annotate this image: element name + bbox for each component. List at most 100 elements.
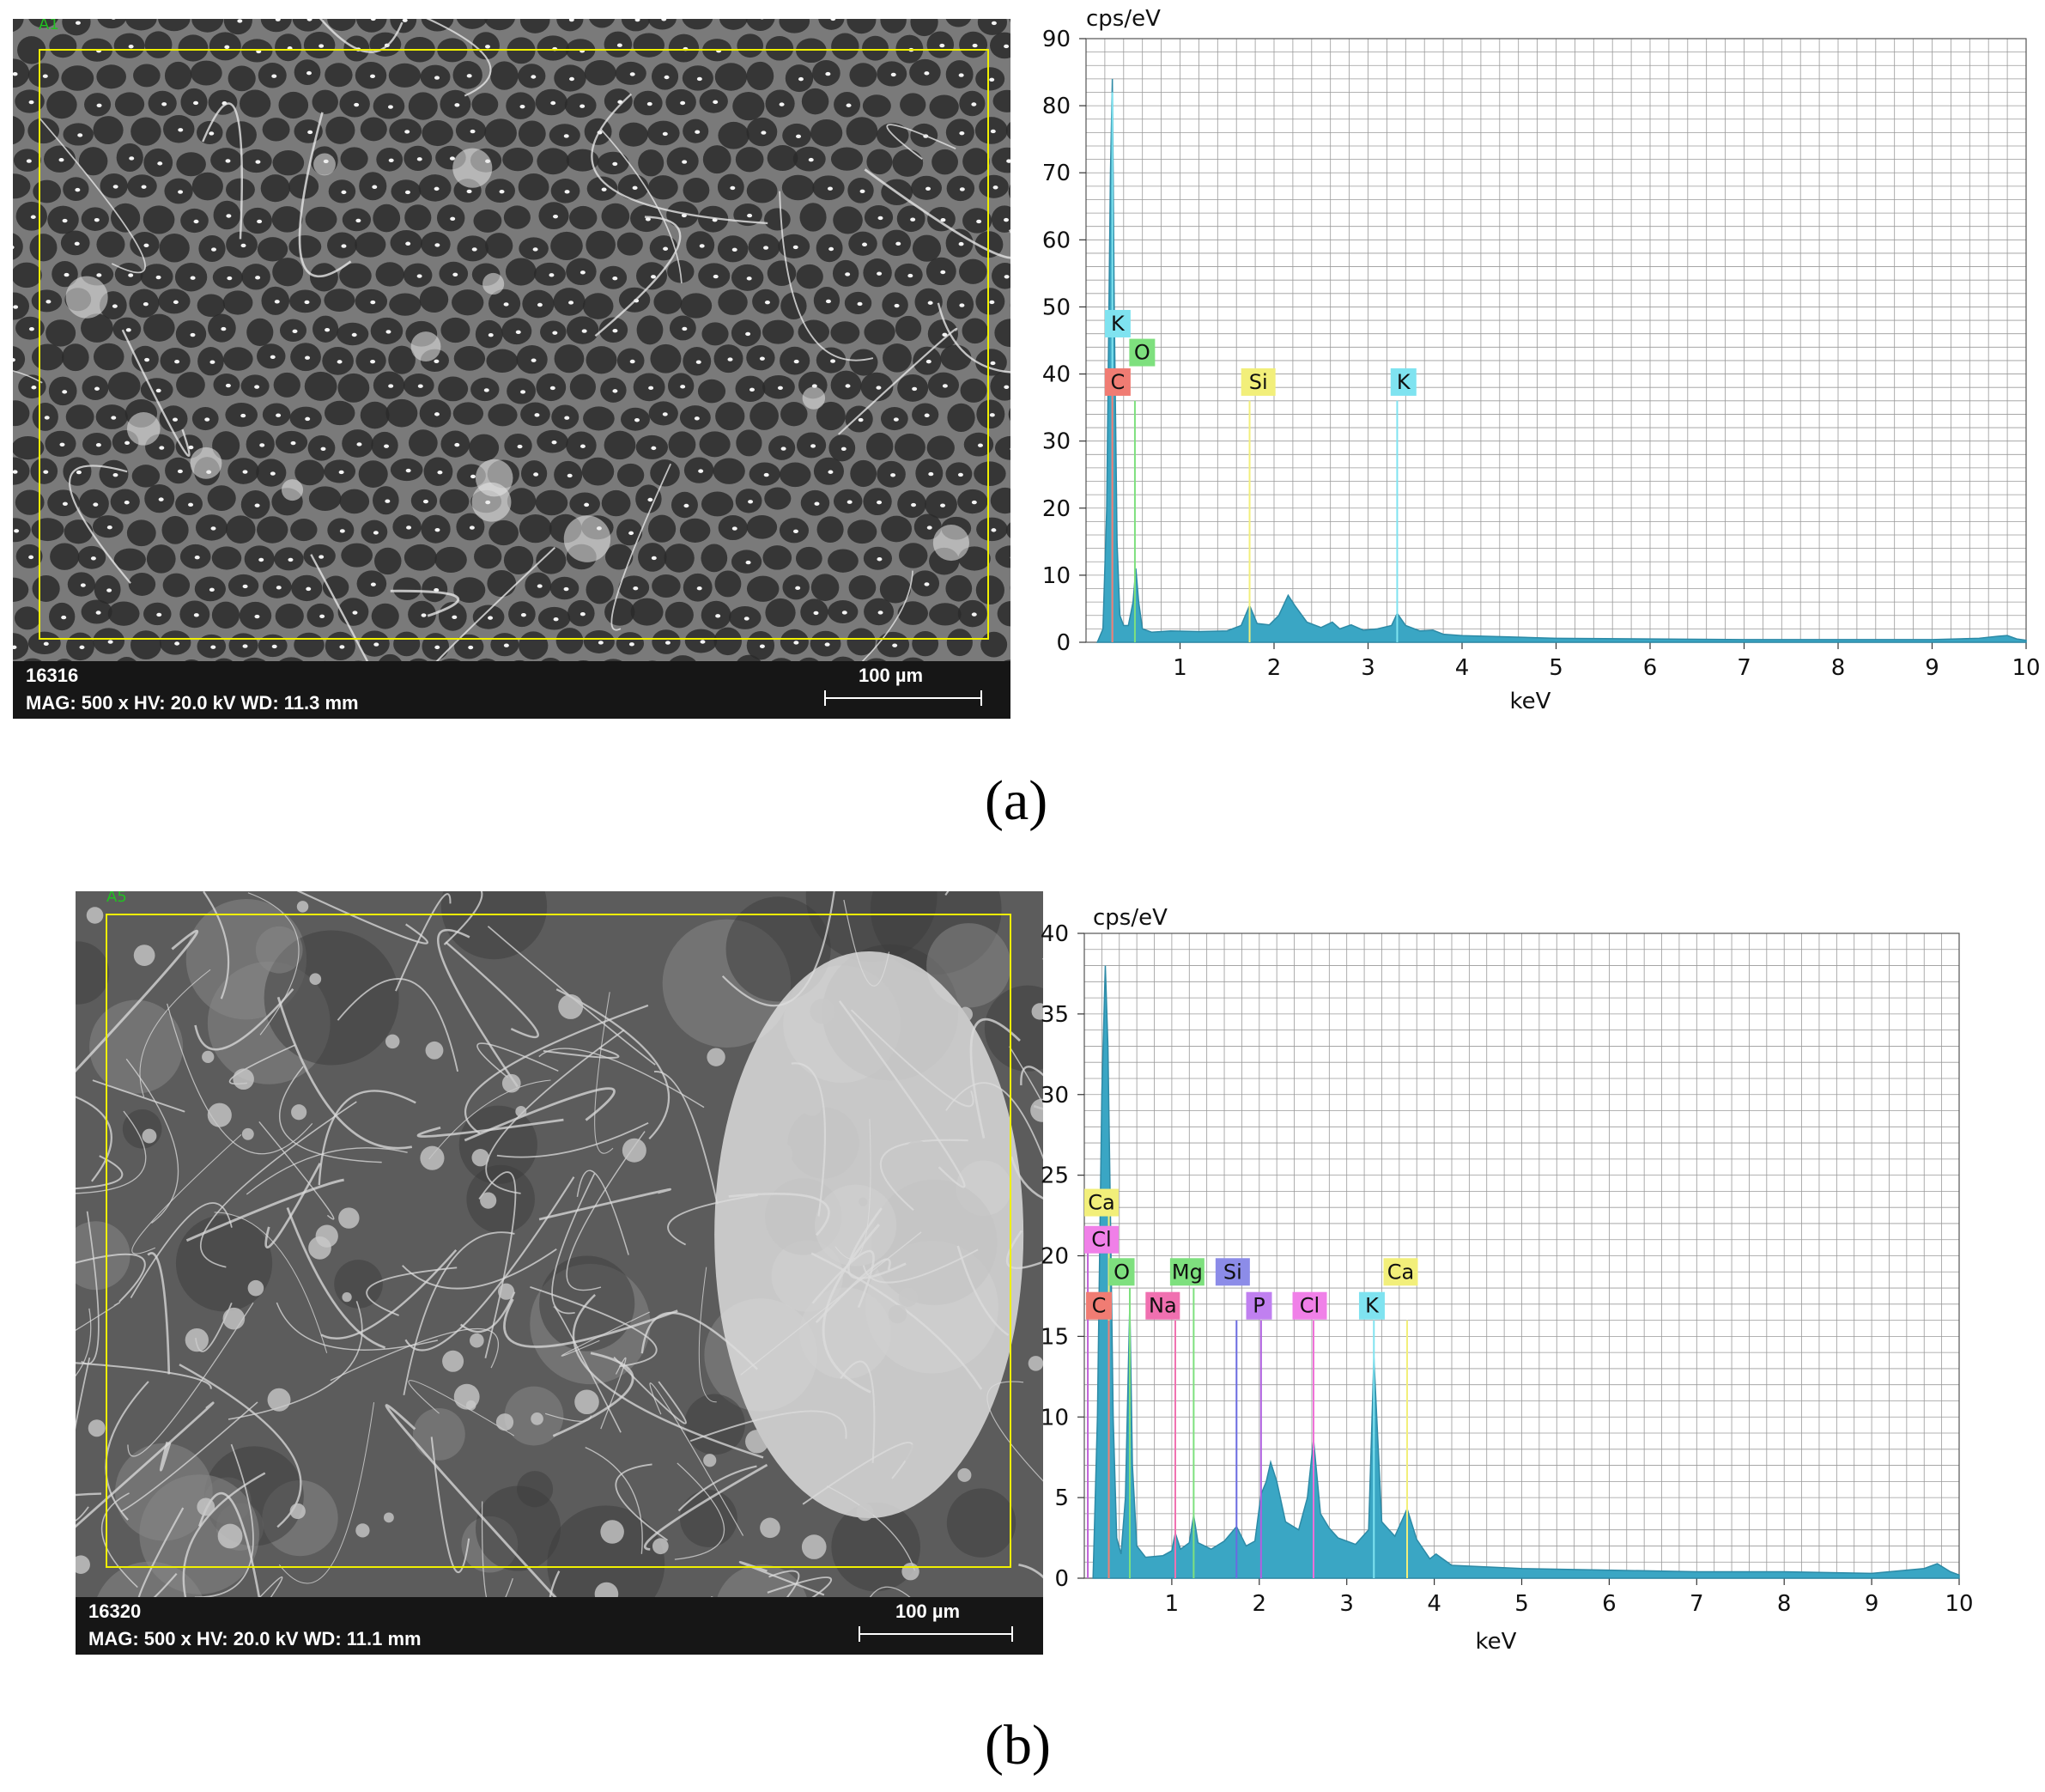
sem-cell: [569, 205, 598, 230]
x-tick-label: 7: [1737, 655, 1751, 681]
sem-pore: [62, 218, 68, 223]
sem-pore: [143, 243, 149, 248]
sem-particle: [957, 1006, 974, 1022]
sem-pore: [416, 274, 422, 278]
sem-cell: [537, 148, 570, 175]
sem-cell: [713, 627, 743, 656]
sem-pore: [254, 385, 260, 389]
sem-pore: [454, 442, 460, 447]
sem-cell: [340, 147, 368, 171]
sem-cell: [653, 289, 683, 314]
sem-particle: [652, 1538, 669, 1555]
sem-cell: [486, 349, 519, 373]
sem-pore: [779, 102, 785, 106]
element-label: Ca: [1383, 1258, 1418, 1286]
sem-cell: [272, 258, 304, 287]
sem-pore: [648, 386, 654, 391]
sem-fiber: [200, 1101, 357, 1268]
sem-fiber: [610, 463, 671, 631]
sem-pore: [30, 215, 36, 219]
sem-pore: [13, 72, 18, 76]
sem-shading: [805, 891, 938, 963]
element-label-box: [1358, 1291, 1385, 1320]
sem-cell: [701, 491, 734, 517]
sem-fiber: [159, 1441, 172, 1472]
sem-cell: [569, 374, 596, 400]
sem-pore: [404, 190, 410, 195]
sem-fiber: [247, 892, 300, 1036]
sem-fiber: [572, 1294, 764, 1459]
sem-fiber: [416, 1118, 564, 1138]
sem-pore: [254, 503, 260, 507]
y-tick-label: 5: [1054, 1485, 1069, 1511]
sem-pore: [808, 157, 814, 162]
sem-pore: [468, 645, 474, 650]
sem-pore: [76, 470, 82, 475]
x-tick-label: 2: [1267, 655, 1282, 681]
sem-pore: [417, 384, 423, 388]
sem-particle: [563, 515, 611, 562]
sem-cell: [13, 116, 25, 145]
element-label-box: [1104, 309, 1131, 337]
sem-cell: [989, 32, 1010, 59]
sem-pore: [258, 557, 264, 562]
sem-particle: [217, 1523, 243, 1549]
sem-pore: [713, 100, 719, 105]
sem-cell: [715, 402, 745, 431]
sem-cell: [830, 321, 860, 344]
sem-cell: [679, 518, 711, 543]
sem-cell: [505, 258, 537, 286]
element-label: P: [1246, 1291, 1272, 1320]
sem-fiber: [127, 1302, 254, 1457]
sem-cell: [746, 575, 780, 602]
sem-pore: [74, 241, 80, 246]
sem-cell: [290, 518, 318, 542]
sem-cell: [46, 90, 77, 119]
sem-particle: [1030, 1098, 1043, 1122]
sem-pore: [796, 134, 802, 139]
sem-cell: [765, 598, 796, 628]
sem-fiber: [600, 129, 683, 283]
sem-fiber: [139, 969, 211, 1097]
sem-cell: [212, 431, 240, 460]
sem-pore: [958, 241, 964, 246]
sem-cell: [114, 92, 145, 117]
sem-cell: [764, 487, 792, 510]
sem-cell: [616, 232, 643, 256]
sem-pore: [13, 246, 15, 249]
sem-databar-a: 16316 MAG: 500 x HV: 20.0 kV WD: 11.3 mm…: [13, 661, 1010, 719]
sem-pore: [612, 389, 618, 393]
sem-cell: [456, 19, 488, 29]
sem-cell: [581, 457, 615, 486]
element-label: Na: [1145, 1291, 1180, 1320]
sem-pore: [601, 187, 607, 191]
sem-fiber: [551, 1173, 596, 1315]
sem-pore: [531, 75, 537, 79]
element-label-box: [1390, 368, 1417, 396]
sem-particle: [190, 446, 222, 479]
sem-cell: [355, 232, 386, 258]
sem-particle: [410, 331, 441, 361]
sem-cell: [408, 92, 438, 120]
sem-cell: [239, 89, 271, 118]
sem-cell: [962, 148, 990, 175]
element-label-text: C: [1111, 370, 1126, 394]
sem-pore: [694, 416, 700, 421]
sem-pore: [531, 358, 537, 362]
y-tick-label: 0: [1056, 630, 1071, 656]
sem-particle: [222, 1307, 246, 1330]
sem-pore: [584, 502, 590, 507]
sem-fiber: [838, 1000, 966, 1188]
sem-pore: [924, 413, 930, 417]
sem-cell: [647, 19, 677, 30]
sem-pore: [466, 74, 472, 78]
sem-pore: [731, 526, 737, 531]
sem-pore: [124, 501, 130, 505]
sem-cell: [96, 231, 125, 258]
sem-pore: [305, 416, 311, 422]
sem-fiber: [1005, 1230, 1043, 1270]
sem-cell: [273, 372, 300, 398]
element-label-box: [1084, 1225, 1119, 1254]
sem-pore: [503, 302, 509, 307]
sem-fiber: [276, 1302, 439, 1351]
